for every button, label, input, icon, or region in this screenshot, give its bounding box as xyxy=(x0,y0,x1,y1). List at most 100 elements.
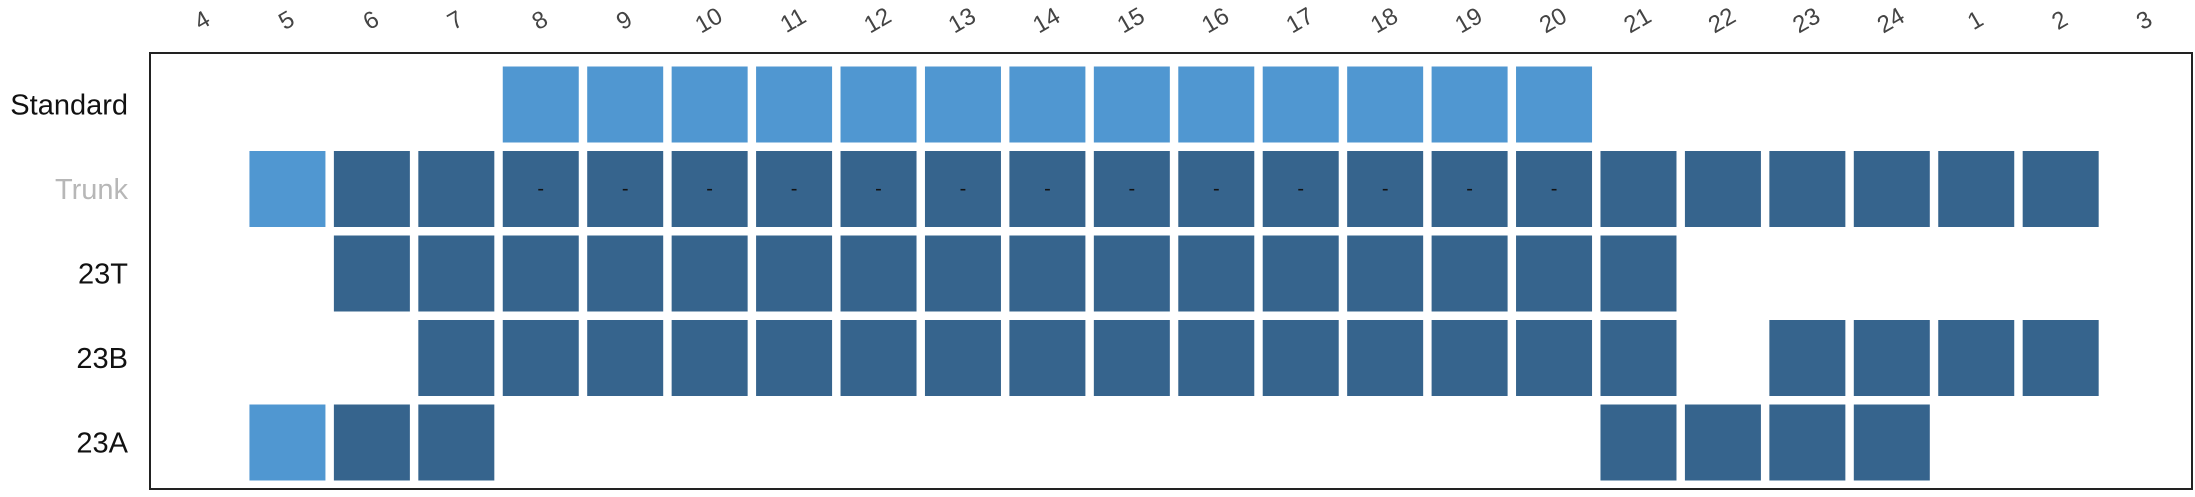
heatmap-cell xyxy=(333,235,410,312)
heatmap-cell xyxy=(1853,320,1930,396)
heatmap-cell xyxy=(840,66,917,143)
x-tick-label: 17 xyxy=(1282,2,1319,39)
heatmap-cell xyxy=(587,151,664,227)
heatmap-cell xyxy=(1516,235,1593,312)
plot-frame xyxy=(149,52,2193,490)
x-tick-label: 13 xyxy=(944,2,981,39)
row-label: Standard xyxy=(10,90,128,122)
heatmap-cell xyxy=(756,151,833,227)
heatmap-cell xyxy=(1853,151,1930,227)
heatmap-cell xyxy=(1769,320,1846,396)
heatmap-cell xyxy=(1600,235,1677,312)
x-tick-label: 21 xyxy=(1619,2,1656,39)
heatmap-cell xyxy=(756,320,833,396)
heatmap-cell xyxy=(1009,320,1086,396)
heatmap-cell xyxy=(502,320,579,396)
x-tick-label: 9 xyxy=(612,6,637,36)
heatmap-cell xyxy=(587,66,664,143)
cell-label: - xyxy=(1129,178,1136,200)
heatmap-cell xyxy=(840,320,917,396)
x-tick-label: 18 xyxy=(1366,2,1403,39)
heatmap-cell xyxy=(418,320,495,396)
heatmap-cell xyxy=(756,235,833,312)
heatmap-cell xyxy=(587,235,664,312)
heatmap-cell xyxy=(502,235,579,312)
x-tick-label: 5 xyxy=(274,6,299,36)
heatmap-cell xyxy=(1516,66,1593,143)
heatmap-cell xyxy=(333,404,410,481)
heatmap-cell xyxy=(1516,320,1593,396)
cell-label: - xyxy=(1044,178,1051,200)
heatmap-cell xyxy=(502,66,579,143)
heatmap-cell xyxy=(1009,151,1086,227)
heatmap-cell xyxy=(1093,66,1170,143)
heatmap-cell xyxy=(418,404,495,481)
x-tick-label: 4 xyxy=(190,6,215,36)
heatmap-cell xyxy=(840,151,917,227)
cell-label: - xyxy=(1551,178,1558,200)
cell-label: - xyxy=(622,178,629,200)
heatmap-cell xyxy=(249,404,326,481)
heatmap-cell xyxy=(1431,66,1508,143)
x-tick-label: 12 xyxy=(859,2,896,39)
heatmap-cell xyxy=(1516,151,1593,227)
heatmap-cell xyxy=(671,151,748,227)
x-tick-label: 22 xyxy=(1704,2,1741,39)
heatmap-cell xyxy=(2022,320,2099,396)
heatmap-cell xyxy=(418,235,495,312)
cell-label: - xyxy=(960,178,967,200)
row-label: 23T xyxy=(78,259,128,291)
heatmap-cell xyxy=(924,151,1001,227)
heatmap-cell xyxy=(587,320,664,396)
heatmap-cell xyxy=(1093,235,1170,312)
heatmap-cell xyxy=(671,66,748,143)
cell-label: - xyxy=(1466,178,1473,200)
heatmap-cell xyxy=(1347,235,1424,312)
heatmap-cell xyxy=(1347,151,1424,227)
heatmap-cell xyxy=(924,235,1001,312)
heatmap-cell xyxy=(2022,151,2099,227)
row-label: Trunk xyxy=(55,174,129,206)
heatmap-cell xyxy=(1009,66,1086,143)
heatmap-cell xyxy=(1431,151,1508,227)
heatmap-cell xyxy=(1009,235,1086,312)
heatmap-cell xyxy=(1938,320,2015,396)
heatmap-cell xyxy=(1347,320,1424,396)
heatmap-cell xyxy=(1769,404,1846,481)
row-label: 23A xyxy=(76,428,128,460)
heatmap-cell xyxy=(1684,404,1761,481)
heatmap-cell xyxy=(756,66,833,143)
heatmap-cell xyxy=(924,66,1001,143)
heatmap-cell xyxy=(1178,235,1255,312)
heatmap-cell xyxy=(249,151,326,227)
x-tick-label: 23 xyxy=(1788,2,1825,39)
heatmap-cell xyxy=(1262,66,1339,143)
heatmap-cell xyxy=(1600,151,1677,227)
cell-label: - xyxy=(791,178,798,200)
heatmap-cell xyxy=(1262,235,1339,312)
heatmap-cell xyxy=(1684,151,1761,227)
heatmap-cell xyxy=(840,235,917,312)
cell-label: - xyxy=(1297,178,1304,200)
x-tick-label: 24 xyxy=(1873,2,1910,39)
cell-label: - xyxy=(537,178,544,200)
heatmap-cell xyxy=(1093,320,1170,396)
heatmap-cell xyxy=(1938,151,2015,227)
heatmap-cell xyxy=(671,235,748,312)
heatmap-cell xyxy=(671,320,748,396)
x-tick-label: 8 xyxy=(527,6,552,36)
x-tick-label: 11 xyxy=(776,3,811,39)
x-tick-label: 10 xyxy=(691,2,728,39)
heatmap-cell xyxy=(1431,235,1508,312)
x-tick-label: 19 xyxy=(1451,2,1488,39)
heatmap-cell xyxy=(1178,320,1255,396)
x-tick-label: 6 xyxy=(359,6,384,36)
x-tick-label: 1 xyxy=(1963,6,1988,36)
heatmap-cell xyxy=(1178,151,1255,227)
x-tick-label: 3 xyxy=(2132,6,2157,36)
heatmap-cell xyxy=(1262,151,1339,227)
heatmap-cell xyxy=(924,320,1001,396)
x-tick-label: 20 xyxy=(1535,2,1572,39)
cell-label: - xyxy=(706,178,713,200)
